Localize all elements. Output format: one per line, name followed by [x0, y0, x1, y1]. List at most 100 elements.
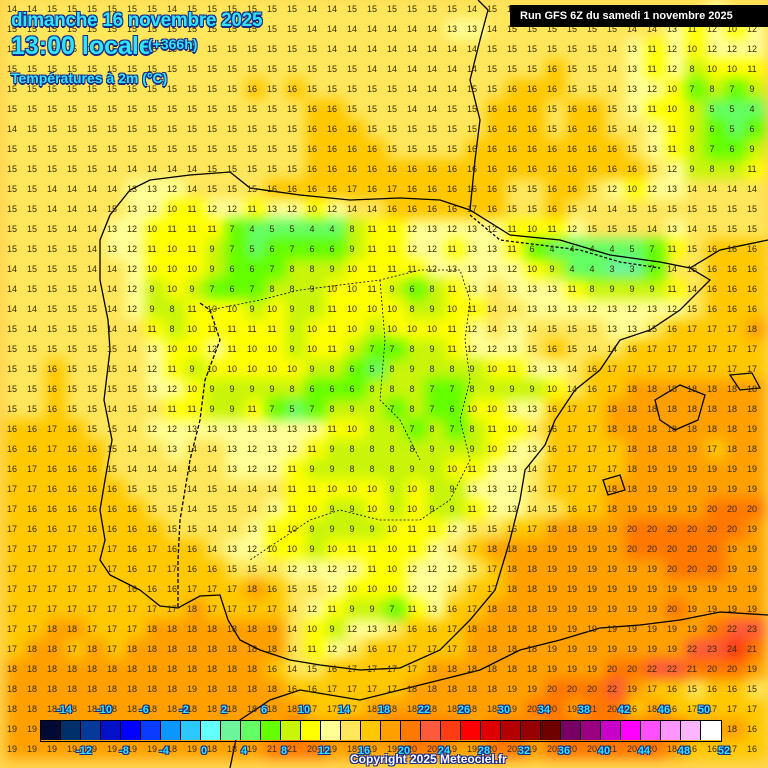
temperature-value: 16	[6, 444, 17, 454]
temperature-value: 21	[746, 644, 757, 654]
temperature-value: 15	[666, 204, 677, 214]
color-cell	[246, 39, 266, 59]
temperature-value: 12	[566, 224, 577, 234]
color-cell	[546, 199, 566, 219]
legend-label-top: 46	[657, 704, 671, 716]
temperature-value: 14	[486, 304, 497, 314]
color-cell	[726, 319, 746, 339]
temperature-value: 15	[206, 144, 217, 154]
color-cell	[546, 379, 566, 399]
temperature-value: 16	[286, 184, 297, 194]
color-cell	[266, 0, 286, 19]
temperature-value: 16	[406, 164, 417, 174]
temperature-value: 15	[466, 84, 477, 94]
temperature-value: 14	[186, 484, 197, 494]
color-cell	[746, 39, 766, 59]
temperature-value: 18	[506, 584, 517, 594]
color-cell	[106, 359, 126, 379]
color-cell	[346, 39, 366, 59]
temperature-value: 10	[166, 344, 177, 354]
temperature-value: 18	[146, 624, 157, 634]
color-cell	[206, 59, 226, 79]
temperature-value: 9	[189, 284, 195, 294]
temperature-value: 18	[26, 644, 37, 654]
color-cell	[106, 19, 126, 39]
color-cell	[66, 359, 86, 379]
temperature-value: 11	[207, 224, 217, 234]
temperature-value: 16	[466, 164, 477, 174]
temperature-value: 14	[66, 204, 77, 214]
color-cell	[86, 39, 106, 59]
temperature-value: 19	[706, 604, 717, 614]
color-cell	[366, 339, 386, 359]
color-cell	[386, 139, 406, 159]
temperature-value: 12	[326, 584, 337, 594]
legend-label-top: 14	[337, 704, 351, 716]
color-cell	[66, 79, 86, 99]
temperature-value: 14	[566, 384, 577, 394]
temperature-value: 8	[409, 344, 415, 354]
temperature-value: 11	[147, 324, 157, 334]
temperature-value: 9	[329, 444, 335, 454]
temperature-value: 15	[46, 284, 57, 294]
temperature-value: 19	[526, 684, 537, 694]
color-cell	[366, 319, 386, 339]
temperature-value: 15	[86, 104, 97, 114]
temperature-value: 14	[486, 284, 497, 294]
temperature-value: 12	[306, 604, 317, 614]
color-cell	[266, 299, 286, 319]
color-cell	[706, 159, 726, 179]
temperature-value: 16	[746, 284, 757, 294]
color-cell	[666, 139, 686, 159]
temperature-value: 15	[66, 324, 77, 334]
temperature-value: 17	[486, 584, 497, 594]
temperature-value: 15	[26, 384, 37, 394]
temperature-value: 16	[166, 584, 177, 594]
color-cell	[706, 399, 726, 419]
temperature-value: 15	[126, 124, 137, 134]
color-cell	[346, 199, 366, 219]
color-cell	[326, 59, 346, 79]
temperature-value: 19	[566, 624, 577, 634]
legend-swatch	[601, 721, 621, 740]
temperature-value: 15	[646, 324, 657, 334]
color-cell	[486, 239, 506, 259]
temperature-value: 15	[66, 144, 77, 154]
temperature-value: 16	[546, 184, 557, 194]
temperature-value: 15	[86, 124, 97, 134]
color-cell	[186, 99, 206, 119]
color-cell	[746, 79, 766, 99]
temperature-value: 8	[349, 464, 355, 474]
temperature-value: 12	[406, 244, 417, 254]
color-cell	[246, 0, 266, 19]
color-cell	[746, 339, 766, 359]
color-cell	[626, 399, 646, 419]
color-cell	[706, 59, 726, 79]
color-cell	[686, 359, 706, 379]
color-cell	[206, 19, 226, 39]
temperature-value: 13	[546, 284, 557, 294]
color-cell	[426, 279, 446, 299]
legend-swatch	[401, 721, 421, 740]
temperature-value: 12	[446, 524, 457, 534]
temperature-value: 15	[186, 524, 197, 534]
color-cell	[606, 299, 626, 319]
color-cell	[706, 239, 726, 259]
temperature-value: 14	[226, 524, 237, 534]
temperature-value: 16	[746, 264, 757, 274]
color-cell	[166, 279, 186, 299]
temperature-value: 16	[746, 244, 757, 254]
temperature-value: 18	[246, 624, 257, 634]
temperature-value: 18	[506, 564, 517, 574]
temperature-value: 16	[246, 84, 257, 94]
color-cell	[706, 99, 726, 119]
color-cell	[646, 199, 666, 219]
temperature-value: 17	[226, 604, 237, 614]
temperature-value: 13	[526, 444, 537, 454]
color-cell	[446, 219, 466, 239]
temperature-value: 14	[86, 184, 97, 194]
color-cell	[726, 119, 746, 139]
temperature-value: 15	[66, 244, 77, 254]
color-cell	[106, 139, 126, 159]
temperature-value: 16	[566, 504, 577, 514]
